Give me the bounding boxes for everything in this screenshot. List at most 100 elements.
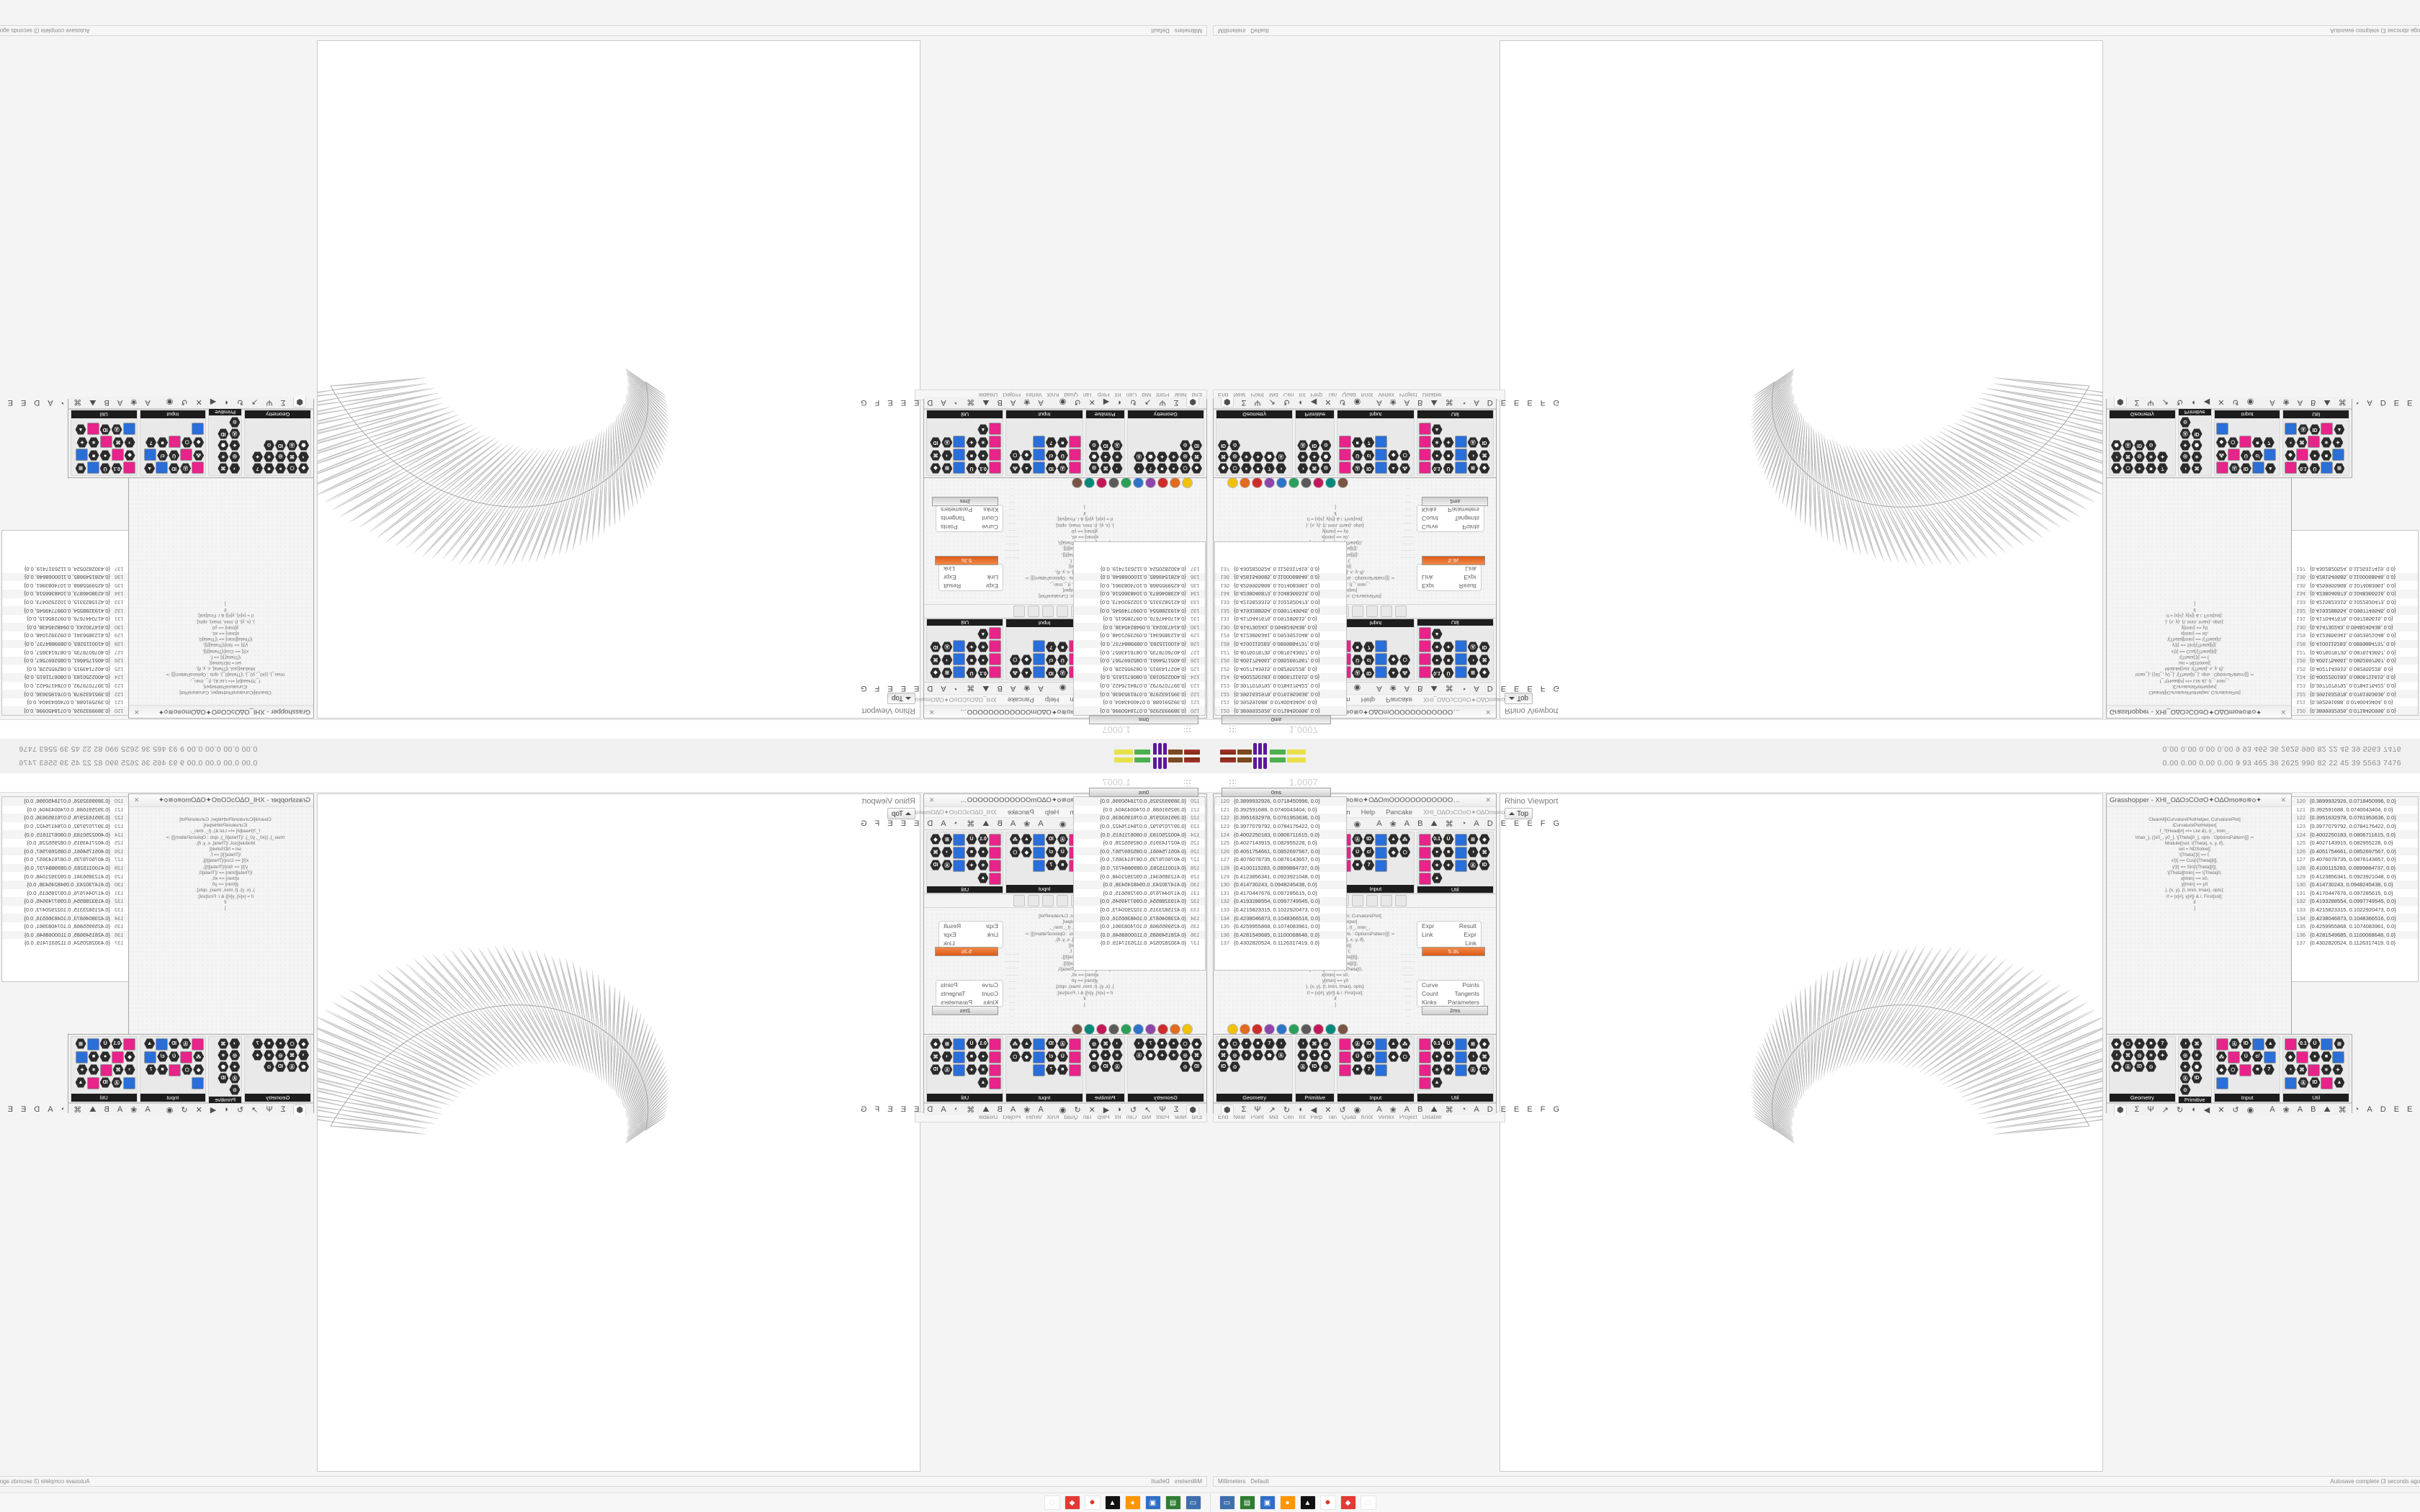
component-icon[interactable] — [1454, 847, 1467, 859]
gh-tab-intersect-tab[interactable]: ✕ — [1325, 397, 1332, 407]
component-icon[interactable]: 7 — [2264, 437, 2275, 448]
taskbar-icon-group-left[interactable]: □ ◆ ✹ ▲ ● ▣ ▤ ▭ — [1036, 1495, 1210, 1510]
publish-icon[interactable] — [1366, 606, 1378, 617]
component-icon[interactable]: ◑ — [1467, 847, 1479, 858]
gh-tab-extra[interactable]: ◔ — [954, 684, 959, 693]
osnap-int[interactable]: Int — [1299, 1114, 1306, 1120]
component-icon[interactable] — [180, 1051, 193, 1063]
component-icon[interactable] — [989, 666, 1002, 678]
gh-tab-extra[interactable]: A — [117, 1105, 123, 1114]
gh-tab-extra[interactable]: A — [2269, 1105, 2275, 1114]
gh-component-ribbon-lower[interactable]: ◆ ⬡ ● ■ 7 ◑ ⌘ ◎ ✶ ✦ ⬟ Ⓐ ID ⊙ Geometry ◑ ⌘ ◎ ✶ ✦ ⬟ Ⓐ ID ⊙ Primiti… — [1214, 1035, 1496, 1103]
gh-tab-extra[interactable]: E — [913, 819, 920, 828]
component-icon[interactable] — [2263, 1051, 2276, 1063]
gh-tab-extra[interactable]: D — [927, 1105, 933, 1114]
gh-tab-maths-tab[interactable]: Σ — [2134, 398, 2140, 407]
component-icon[interactable]: ⁂ — [2216, 450, 2227, 461]
gh-tab-extra[interactable]: D — [34, 398, 40, 407]
node-wolfram-upper[interactable]: Expr Result Link Expr Link 5.3s — [935, 556, 1003, 591]
component-icon[interactable]: ■ — [2146, 463, 2156, 474]
component-icon[interactable] — [1032, 1064, 1045, 1076]
color-swatch[interactable] — [1313, 1024, 1324, 1035]
component-icon[interactable]: ◑ — [1134, 463, 1144, 474]
gh-tab-mesh-tab[interactable]: ◀ — [2203, 397, 2210, 407]
component-icon[interactable]: ✶ — [1168, 451, 1179, 462]
color-swatch[interactable] — [1145, 1024, 1156, 1035]
gh-tab-extra[interactable]: G — [860, 684, 867, 693]
component-icon[interactable]: ✶ — [977, 437, 988, 448]
component-icon[interactable]: ✦ — [229, 440, 240, 451]
color-swatch[interactable] — [1121, 1024, 1131, 1035]
gh-tab-intersect-tab[interactable]: ✕ — [1088, 397, 1095, 407]
component-icon[interactable]: ◑ — [229, 463, 240, 474]
gh-tab-curve-tab[interactable]: ↻ — [236, 1105, 244, 1115]
component-icon[interactable]: ✶ — [1432, 642, 1443, 652]
component-icon[interactable] — [1068, 436, 1081, 448]
component-icon[interactable]: ✶ — [2191, 1050, 2202, 1061]
component-icon[interactable] — [953, 449, 966, 461]
component-icon[interactable]: ▲ — [2334, 1077, 2345, 1088]
gh-tab-curve-tab[interactable]: ↻ — [1129, 1105, 1137, 1115]
component-icon[interactable]: ID — [930, 1064, 941, 1075]
component-icon[interactable] — [2227, 449, 2240, 461]
component-icon[interactable] — [86, 1077, 99, 1089]
gh-tab-transform-tab[interactable]: ↺ — [181, 397, 188, 407]
component-icon[interactable]: ◑ — [1276, 1038, 1286, 1049]
gh-component-ribbon-lower[interactable]: ◆ ⬡ ● ■ 7 ◑ ⌘ ◎ ✶ ✦ ⬟ Ⓐ ID ⊙ Geometry ◑ ⌘ ◎ ✶ ✦ ⬟ Ⓐ ID ⊙ Primiti… — [924, 1035, 1206, 1103]
component-icon[interactable] — [1032, 640, 1045, 652]
component-icon[interactable]: ◆ — [1388, 450, 1399, 461]
component-icon[interactable]: ⁂ — [1399, 667, 1410, 678]
component-icon[interactable]: Ü — [2309, 1038, 2321, 1049]
component-icon[interactable] — [122, 423, 135, 435]
component-icon[interactable] — [953, 653, 966, 665]
component-icon[interactable]: ✦ — [229, 1061, 240, 1072]
component-icon[interactable]: Ⓐ — [2123, 1061, 2133, 1072]
gh-tab-extra[interactable]: ⌘ — [967, 683, 975, 693]
component-icon[interactable]: ⊙ — [2180, 417, 2191, 428]
gh-titlebar-right[interactable]: Grasshopper - XHI_O∆OɔCOσO✦O∆Omo≡o≋o✦O∆O… — [129, 705, 313, 718]
component-icon[interactable]: ⬟ — [1320, 1050, 1332, 1061]
component-icon[interactable]: ⌘ — [930, 450, 941, 461]
component-icon[interactable] — [122, 1077, 135, 1089]
osnap-project[interactable]: Project — [1399, 1114, 1417, 1120]
component-icon[interactable] — [1375, 436, 1388, 448]
gh-tab-extra[interactable]: D — [927, 398, 933, 407]
rhino-command-line[interactable]: 1.0007 — [1210, 719, 2420, 739]
component-icon[interactable]: Ü — [966, 667, 977, 678]
component-icon[interactable]: ▲ — [977, 424, 988, 435]
color-swatch[interactable] — [1108, 477, 1119, 488]
gh-tab-curve-tab[interactable]: ↻ — [1283, 1105, 1291, 1115]
component-icon[interactable] — [1339, 1051, 1352, 1063]
gh-tab-extra[interactable]: ❀ — [1023, 1105, 1031, 1115]
blank-icon[interactable]: □ — [1360, 1495, 1376, 1510]
gh-tab-extra[interactable]: E — [2407, 398, 2413, 407]
component-icon[interactable]: ID — [2191, 1073, 2202, 1084]
gh-tab-extra[interactable]: A — [1474, 398, 1479, 407]
component-icon[interactable]: ✶ — [1431, 1064, 1443, 1075]
gh-tab-display-tab[interactable]: ◉ — [1059, 1105, 1067, 1115]
component-icon[interactable]: ✦ — [252, 451, 263, 462]
component-icon[interactable] — [1375, 449, 1388, 461]
component-icon[interactable]: ID — [1479, 642, 1490, 652]
gh-tab-extra[interactable]: F — [1540, 819, 1546, 828]
component-icon[interactable]: ● — [2134, 1038, 2145, 1049]
gh-tab-transform-tab[interactable]: ↺ — [1074, 1105, 1081, 1115]
color-swatch[interactable] — [1072, 1024, 1083, 1035]
component-icon[interactable]: ✦ — [1443, 437, 1454, 448]
component-icon[interactable] — [1418, 627, 1431, 639]
color-swatch[interactable] — [1337, 477, 1348, 488]
component-icon[interactable]: ■ — [1352, 1064, 1363, 1075]
osnap-vertex[interactable]: Vertex — [1378, 1114, 1394, 1120]
component-icon[interactable]: Ⓐ — [1352, 1038, 1363, 1049]
component-icon[interactable]: ◆ — [298, 463, 309, 474]
component-icon[interactable]: ⊞ — [1467, 834, 1479, 845]
gh-tab-surface-tab[interactable]: ◖ — [1117, 1105, 1122, 1114]
component-icon[interactable]: ◑ — [1134, 1038, 1144, 1049]
component-icon[interactable]: Ⓐ — [1297, 1061, 1309, 1072]
component-icon[interactable] — [989, 1064, 1002, 1076]
gh-tab-extra[interactable]: A — [1404, 684, 1410, 693]
rhino-icon[interactable]: ◆ — [1064, 1495, 1080, 1510]
osnap-quad[interactable]: Quad — [1342, 1114, 1356, 1120]
node-divide-upper[interactable]: Curve Points Count Tangents Kinks Parameter… — [932, 980, 1003, 1015]
